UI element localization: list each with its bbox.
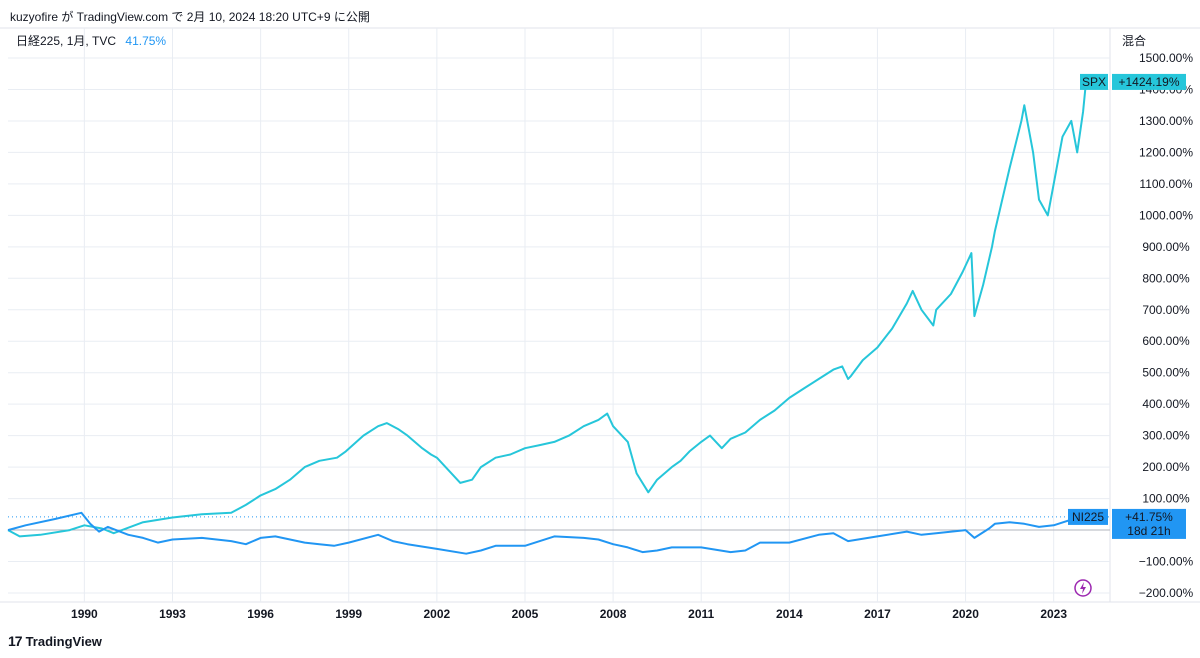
y-tick-label: −100.00% bbox=[1139, 555, 1194, 569]
y-tick-label: 1300.00% bbox=[1139, 114, 1193, 128]
spx-symbol-label: SPX bbox=[1082, 75, 1106, 89]
chart-legend[interactable]: 日経225, 1月, TVC 41.75% bbox=[16, 32, 166, 49]
ni225-countdown-label: 18d 21h bbox=[1127, 524, 1170, 538]
ni225-symbol-tag bbox=[1068, 508, 1108, 525]
legend-value: 41.75% bbox=[125, 34, 167, 48]
ni225-value-label: +41.75% bbox=[1125, 510, 1173, 524]
scale-mode-button[interactable]: 混合 bbox=[1122, 34, 1147, 48]
ni225-symbol-label: NI225 bbox=[1072, 510, 1104, 524]
x-tick-label: 2020 bbox=[952, 607, 979, 621]
footer-branding: 17 TradingView bbox=[8, 633, 102, 649]
lightning-icon-glyph bbox=[1080, 582, 1086, 594]
x-tick-label: 1996 bbox=[247, 607, 274, 621]
tradingview-logo-icon: 17 bbox=[8, 633, 23, 649]
x-tick-label: 1990 bbox=[71, 607, 98, 621]
y-tick-label: 1200.00% bbox=[1139, 145, 1193, 159]
x-tick-label: 1999 bbox=[335, 607, 362, 621]
y-tick-label: 600.00% bbox=[1142, 334, 1190, 348]
x-tick-label: 2002 bbox=[423, 607, 450, 621]
spx-value-tag bbox=[1112, 73, 1186, 90]
ni225-value-tag bbox=[1112, 508, 1186, 539]
spx-value-label: +1424.19% bbox=[1118, 75, 1179, 89]
series-line-spx[interactable] bbox=[7, 81, 1087, 538]
y-tick-label: −200.00% bbox=[1139, 586, 1194, 600]
legend-symbol: 日経225, 1月, TVC bbox=[16, 34, 117, 48]
x-tick-label: 2023 bbox=[1040, 607, 1067, 621]
publish-header: kuzyofire が TradingView.com で 2月 10, 202… bbox=[10, 10, 370, 24]
y-tick-label: 700.00% bbox=[1142, 303, 1190, 317]
x-tick-label: 2011 bbox=[688, 607, 714, 621]
x-tick-label: 2008 bbox=[600, 607, 627, 621]
y-tick-label: 100.00% bbox=[1142, 492, 1190, 506]
x-tick-label: 2017 bbox=[864, 607, 891, 621]
y-tick-label: 900.00% bbox=[1142, 240, 1190, 254]
y-tick-label: 800.00% bbox=[1142, 271, 1190, 285]
y-tick-label: 300.00% bbox=[1142, 429, 1190, 443]
x-tick-label: 2005 bbox=[512, 607, 539, 621]
x-tick-label: 1993 bbox=[159, 607, 186, 621]
y-tick-label: 1500.00% bbox=[1139, 51, 1193, 65]
y-tick-label: 200.00% bbox=[1142, 460, 1190, 474]
series-line-ni225[interactable] bbox=[7, 511, 1087, 555]
x-tick-label: 2014 bbox=[776, 607, 803, 621]
footer-brand-label: TradingView bbox=[25, 633, 102, 649]
y-tick-label: 400.00% bbox=[1142, 397, 1190, 411]
y-tick-label: 500.00% bbox=[1142, 366, 1190, 380]
y-tick-label: 1000.00% bbox=[1139, 208, 1193, 222]
spx-symbol-tag bbox=[1080, 73, 1108, 90]
y-tick-label: 1100.00% bbox=[1139, 177, 1192, 191]
